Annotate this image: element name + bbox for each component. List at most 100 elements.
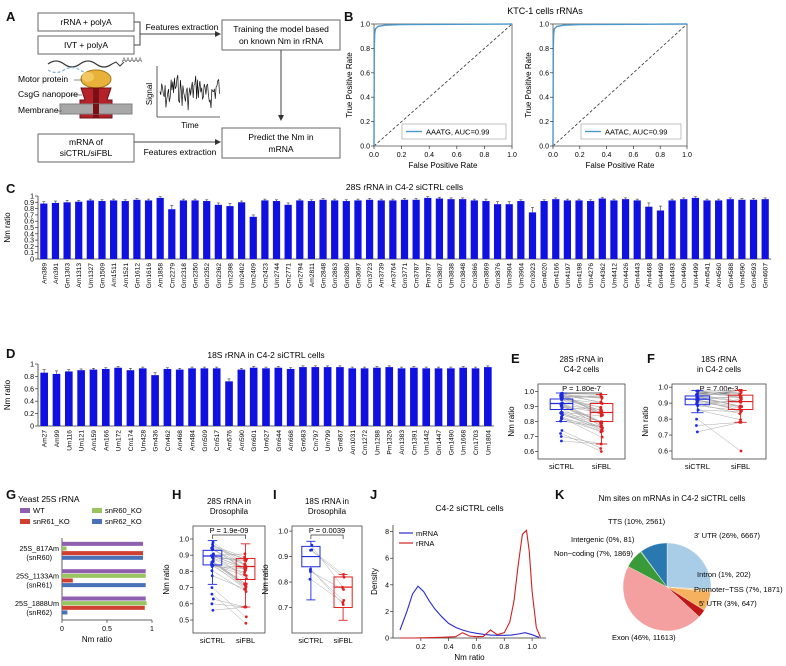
chart-H-title: Drosophila bbox=[210, 507, 249, 516]
chart-D-xtick: Um1804 bbox=[485, 430, 492, 455]
chart-H-point bbox=[245, 577, 248, 580]
chart-C-bar bbox=[63, 202, 71, 259]
roc-right-diagonal bbox=[552, 23, 688, 147]
chart-J-legend-label: mRNA bbox=[416, 529, 438, 538]
roc-right-ytick: 0.6 bbox=[539, 70, 549, 77]
roc-right-ylabel: True Positive Rate bbox=[524, 52, 533, 118]
chart-D-bar bbox=[101, 368, 110, 426]
chart-E-point bbox=[560, 412, 563, 416]
chart-C-bar bbox=[75, 201, 83, 259]
chart-D-ytick: 1 bbox=[30, 362, 34, 369]
chart-C-xtick: Um4499 bbox=[693, 263, 700, 288]
chart-C-bar bbox=[51, 202, 60, 259]
chart-C-bar bbox=[168, 209, 176, 259]
chart-J-ytick: 8 bbox=[385, 529, 389, 536]
chart-D-xtick: Cm462 bbox=[165, 430, 172, 452]
chart-H-point bbox=[210, 574, 214, 578]
chart-J-ytick: 4 bbox=[385, 582, 389, 589]
chart-D-xtick: Am1031 bbox=[350, 430, 357, 455]
chart-G-xtick: 1 bbox=[150, 626, 154, 633]
roc-left-ytick: 0.4 bbox=[360, 95, 370, 102]
chart-D-bar bbox=[434, 368, 443, 426]
chart-D-xtick: Um428 bbox=[140, 430, 147, 452]
chart-C-bar bbox=[400, 199, 409, 259]
chart-C-bar bbox=[528, 212, 537, 259]
chart-C-bar bbox=[587, 201, 595, 259]
chart-E-point bbox=[599, 442, 603, 446]
chart-C-bar bbox=[331, 200, 339, 259]
chart-C-bar bbox=[424, 197, 432, 259]
label-csgg-nanopore: CsgG nanopore bbox=[18, 89, 78, 99]
chart-K-slice-label: Intron (1%, 202) bbox=[697, 570, 751, 579]
chart-G-category-sublabel: (snR62) bbox=[26, 608, 52, 617]
chart-C-xtick: Gm4588 bbox=[728, 263, 735, 289]
chart-E-point bbox=[560, 439, 563, 443]
chart-D-xtick: Um1442 bbox=[424, 430, 431, 455]
chart-C-xtick: Um3904 bbox=[518, 263, 525, 288]
chart-G-title: Yeast 25S rRNA bbox=[18, 494, 80, 504]
roc-left-ytick: 0.2 bbox=[360, 119, 370, 126]
panel-k-pie-chart: Nm sites on mRNAs in C4-2 siCTRL cells 3'… bbox=[554, 494, 783, 642]
box-predict-line1: Predict the Nm in bbox=[248, 132, 313, 142]
chart-C-bar bbox=[121, 201, 129, 259]
roc-left-ylabel: True Positive Rate bbox=[345, 52, 354, 118]
chart-F-ytick: 0.8 bbox=[658, 417, 668, 424]
chart-G-bar bbox=[62, 541, 143, 546]
chart-H-xtick: siFBL bbox=[236, 636, 255, 645]
chart-E-point bbox=[560, 398, 563, 402]
chart-I-frame bbox=[291, 525, 363, 634]
chart-D-xtick: Gm867 bbox=[337, 430, 344, 452]
chart-E-point bbox=[600, 402, 604, 405]
chart-C-bar bbox=[540, 201, 548, 259]
chart-F-point bbox=[739, 418, 742, 422]
chart-H-ytick: 0.7 bbox=[179, 585, 189, 592]
chart-I-ytick: 0.7 bbox=[278, 605, 288, 612]
chart-C-ytick: 0.1 bbox=[24, 250, 34, 257]
chart-I-point bbox=[342, 573, 346, 576]
chart-C-ytick: 0.2 bbox=[24, 244, 34, 251]
chart-C-bar bbox=[517, 201, 525, 259]
chart-I-ytick: 0.9 bbox=[278, 554, 288, 561]
chart-G-legend-label: snR60_KO bbox=[105, 506, 142, 515]
chart-D-bar bbox=[323, 367, 332, 426]
roc-left-ytick: 1.0 bbox=[360, 22, 370, 29]
roc-right-xlabel: False Positive Rate bbox=[586, 161, 655, 170]
chart-G-category-sublabel: (snR60) bbox=[26, 553, 52, 562]
chart-D-bar bbox=[336, 367, 344, 426]
chart-E-point bbox=[560, 393, 564, 397]
chart-J-xlabel: Nm ratio bbox=[454, 653, 485, 662]
chart-D-bar bbox=[373, 367, 381, 426]
chart-D-bar bbox=[188, 368, 196, 426]
box-predict bbox=[221, 127, 341, 159]
chart-D-ylabel: Nm ratio bbox=[3, 379, 12, 410]
roc-right-xtick: 0.0 bbox=[548, 152, 558, 159]
chart-C-bar bbox=[715, 200, 723, 259]
chart-C-xtick: Um2398 bbox=[227, 263, 234, 288]
panel-b-roc: KTC-1 cells rRNAs 0.00.00.20.20.40.40.60… bbox=[345, 6, 692, 170]
chart-C-bar bbox=[354, 200, 362, 259]
chart-E-point bbox=[600, 396, 604, 400]
chart-C-bar bbox=[621, 199, 630, 259]
chart-F-point bbox=[738, 405, 742, 409]
panel-h-box-plot: 0.5 0.6 0.7 0.8 0.9 1.0 Nm ratio 28S rRNA inDro… bbox=[162, 497, 266, 645]
chart-D-bar bbox=[286, 368, 295, 426]
chart-C-bar bbox=[377, 200, 385, 259]
chart-C-xtick: Am1511 bbox=[111, 263, 118, 287]
chart-C-xtick: Cm3848 bbox=[460, 263, 467, 288]
chart-H-point bbox=[210, 554, 213, 557]
chart-C-bar bbox=[249, 216, 257, 259]
roc-right-ytick: 0.2 bbox=[539, 119, 549, 126]
chart-C-ytick: 0.6 bbox=[24, 219, 34, 226]
chart-I-point bbox=[342, 575, 346, 579]
chart-J-xtick: 0.4 bbox=[444, 644, 454, 651]
panel-letter-c: C bbox=[6, 181, 16, 196]
chart-D-bar bbox=[447, 368, 455, 426]
chart-D-bar bbox=[225, 381, 233, 426]
chart-C-xtick: Um4590 bbox=[739, 263, 746, 288]
chart-C-xtick: Cm3787 bbox=[414, 263, 421, 288]
chart-H-point bbox=[211, 608, 215, 612]
chart-C-bar bbox=[645, 206, 653, 259]
chart-H-point bbox=[244, 582, 248, 586]
chart-F-point bbox=[739, 449, 743, 453]
